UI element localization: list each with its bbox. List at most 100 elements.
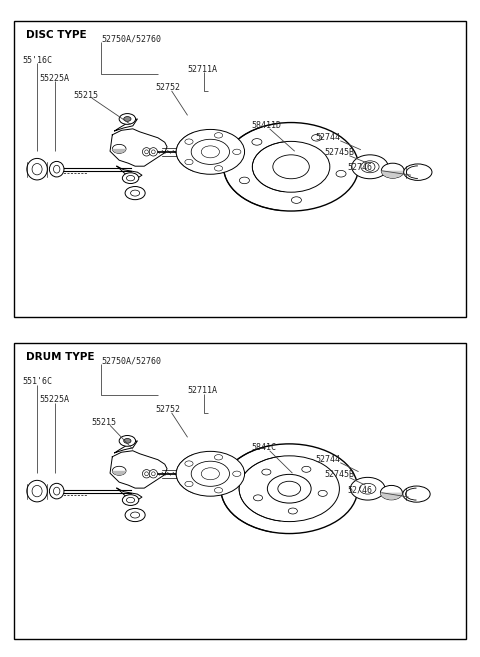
Ellipse shape <box>403 486 430 502</box>
Polygon shape <box>115 441 137 453</box>
Circle shape <box>302 466 311 472</box>
Wedge shape <box>112 471 126 475</box>
Circle shape <box>185 482 193 487</box>
Polygon shape <box>117 488 142 500</box>
Ellipse shape <box>53 166 60 173</box>
Polygon shape <box>110 129 167 166</box>
Ellipse shape <box>143 148 151 156</box>
Circle shape <box>253 495 263 501</box>
Ellipse shape <box>365 162 375 171</box>
Circle shape <box>126 497 135 503</box>
Ellipse shape <box>198 141 209 163</box>
Text: 52750A/52760: 52750A/52760 <box>101 357 161 365</box>
Circle shape <box>221 444 358 533</box>
Wedge shape <box>112 149 126 153</box>
Text: 55225A: 55225A <box>39 396 69 405</box>
Circle shape <box>119 436 135 446</box>
Circle shape <box>176 129 244 174</box>
Ellipse shape <box>53 487 60 495</box>
Circle shape <box>294 198 300 203</box>
Circle shape <box>124 438 131 443</box>
FancyBboxPatch shape <box>14 21 466 317</box>
Circle shape <box>318 490 327 497</box>
Circle shape <box>112 466 126 475</box>
Circle shape <box>312 135 322 141</box>
Text: 52711A: 52711A <box>188 64 217 74</box>
Circle shape <box>352 155 388 179</box>
Circle shape <box>185 160 193 165</box>
Circle shape <box>176 451 244 496</box>
Text: 551'6C: 551'6C <box>22 378 52 386</box>
Text: DRUM TYPE: DRUM TYPE <box>26 352 94 362</box>
Circle shape <box>185 139 193 145</box>
Ellipse shape <box>49 484 64 499</box>
Circle shape <box>339 172 345 177</box>
Circle shape <box>255 496 262 500</box>
Circle shape <box>381 163 404 178</box>
Text: 52745B: 52745B <box>324 148 354 157</box>
Circle shape <box>125 509 145 522</box>
Circle shape <box>119 114 135 124</box>
Text: 55215: 55215 <box>73 91 98 100</box>
Circle shape <box>126 175 135 181</box>
Circle shape <box>290 509 297 513</box>
Circle shape <box>304 468 310 472</box>
Ellipse shape <box>144 472 148 476</box>
Circle shape <box>233 471 241 476</box>
Circle shape <box>233 149 241 154</box>
Circle shape <box>224 123 359 211</box>
Circle shape <box>254 141 261 145</box>
Ellipse shape <box>32 164 42 175</box>
Polygon shape <box>115 119 137 131</box>
Circle shape <box>215 487 223 493</box>
Wedge shape <box>381 171 404 178</box>
Text: 52744: 52744 <box>315 455 340 464</box>
Circle shape <box>336 170 346 177</box>
Ellipse shape <box>198 463 209 485</box>
Circle shape <box>252 139 262 145</box>
Circle shape <box>201 468 219 480</box>
Text: 55225A: 55225A <box>39 74 69 83</box>
Text: 52/46: 52/46 <box>347 485 372 494</box>
Circle shape <box>273 155 309 179</box>
Circle shape <box>291 197 301 204</box>
Text: 55215: 55215 <box>92 418 117 427</box>
Ellipse shape <box>152 150 155 154</box>
Ellipse shape <box>27 158 48 180</box>
Circle shape <box>131 190 140 196</box>
Ellipse shape <box>27 480 48 502</box>
Ellipse shape <box>149 148 157 156</box>
Text: 52746: 52746 <box>347 163 372 172</box>
Circle shape <box>288 508 298 514</box>
Circle shape <box>262 469 271 475</box>
Circle shape <box>112 145 126 153</box>
Text: 52752: 52752 <box>156 83 180 93</box>
Ellipse shape <box>143 470 151 478</box>
Polygon shape <box>110 451 167 488</box>
Text: 52750A/52760: 52750A/52760 <box>101 35 161 43</box>
Ellipse shape <box>152 472 155 476</box>
Circle shape <box>215 133 223 138</box>
Wedge shape <box>381 493 402 500</box>
Circle shape <box>240 177 250 184</box>
Text: 52711A: 52711A <box>188 386 217 396</box>
Polygon shape <box>117 166 142 178</box>
Circle shape <box>201 146 219 158</box>
Text: 58411D: 58411D <box>252 122 281 130</box>
Text: 52752: 52752 <box>156 405 180 415</box>
Ellipse shape <box>49 162 64 177</box>
Ellipse shape <box>404 164 432 181</box>
Ellipse shape <box>144 150 148 154</box>
Text: 52745B: 52745B <box>324 470 354 479</box>
Circle shape <box>242 179 249 183</box>
Text: 55'16C: 55'16C <box>22 56 52 64</box>
Circle shape <box>122 495 139 505</box>
Circle shape <box>131 512 140 518</box>
Circle shape <box>264 470 270 474</box>
FancyBboxPatch shape <box>14 343 466 639</box>
Circle shape <box>320 491 326 496</box>
Circle shape <box>215 455 223 460</box>
Circle shape <box>191 139 229 164</box>
Circle shape <box>381 486 402 500</box>
Ellipse shape <box>32 486 42 497</box>
